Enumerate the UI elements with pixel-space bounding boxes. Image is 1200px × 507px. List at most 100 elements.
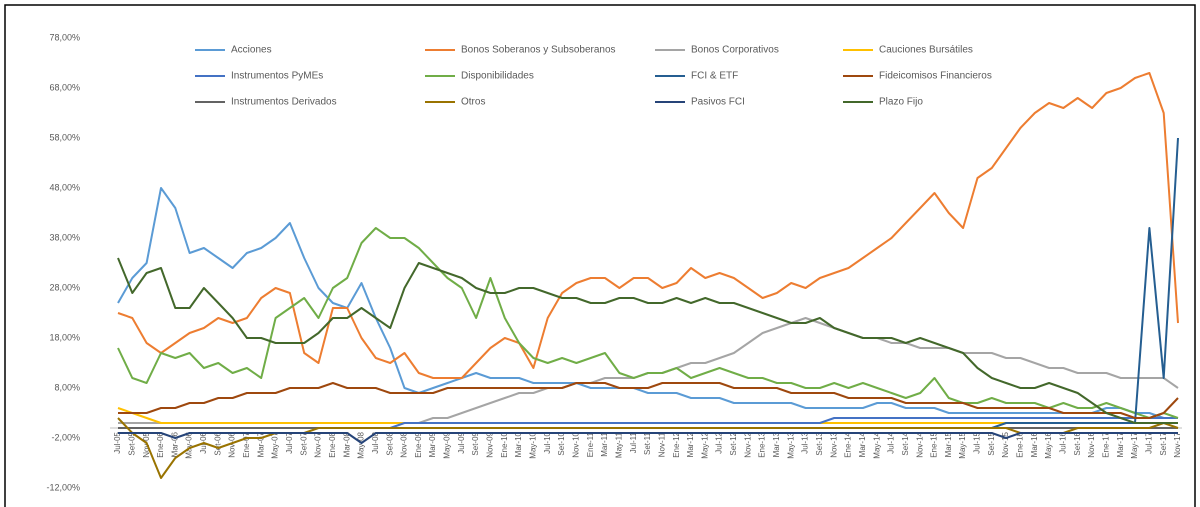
- x-tick-label: Set-05: [127, 431, 136, 455]
- series-line: [117, 72, 1179, 379]
- y-tick-label: -2,00%: [51, 432, 80, 442]
- legend-label: Plazo Fijo: [879, 97, 923, 108]
- legend-label: Bonos Soberanos y Subsoberanos: [461, 45, 616, 56]
- x-tick-label: Mar-09: [428, 431, 437, 457]
- x-tick-label: Jul-17: [1144, 431, 1153, 453]
- legend-label: FCI & ETF: [691, 71, 738, 82]
- legend-label: Acciones: [231, 45, 272, 56]
- x-tick-label: Ene-17: [1101, 431, 1110, 457]
- x-tick-label: Ene-06: [156, 431, 165, 457]
- x-tick-label: Mar-14: [858, 431, 867, 457]
- x-tick-label: Nov-14: [915, 431, 924, 457]
- x-tick-label: May-14: [872, 431, 881, 458]
- series-line: [118, 382, 1179, 419]
- x-tick-label: Mar-12: [686, 431, 695, 457]
- legend-label: Pasivos FCI: [691, 97, 745, 108]
- x-tick-label: May-08: [357, 431, 366, 458]
- x-tick-label: May-17: [1130, 431, 1139, 458]
- x-tick-label: Set-10: [557, 431, 566, 455]
- x-tick-label: May-09: [443, 431, 452, 458]
- y-tick-label: 58,00%: [49, 132, 80, 142]
- x-tick-label: Set-08: [385, 431, 394, 455]
- x-tick-label: Set-14: [901, 431, 910, 455]
- y-tick-label: 28,00%: [49, 282, 80, 292]
- x-tick-label: Nov-16: [1087, 431, 1096, 457]
- x-tick-label: Nov-13: [829, 431, 838, 457]
- x-tick-label: Jul-08: [371, 431, 380, 453]
- x-tick-label: Jul-16: [1059, 431, 1068, 453]
- x-tick-label: May-10: [529, 431, 538, 458]
- x-tick-label: Nov-10: [571, 431, 580, 457]
- x-tick-label: Nov-06: [228, 431, 237, 457]
- x-tick-label: Nov-09: [486, 431, 495, 457]
- x-tick-label: Set-12: [729, 431, 738, 455]
- x-tick-label: Ene-09: [414, 431, 423, 457]
- x-tick-label: Jul-13: [801, 431, 810, 453]
- legend-label: Bonos Corporativos: [691, 45, 779, 56]
- x-tick-label: Ene-07: [242, 431, 251, 457]
- series-line: [117, 187, 1178, 419]
- x-tick-label: Jul-15: [973, 431, 982, 453]
- x-tick-label: Nov-07: [314, 431, 323, 457]
- x-tick-label: Mar-07: [256, 431, 265, 457]
- x-tick-label: Set-15: [987, 431, 996, 455]
- x-tick-label: Set-17: [1159, 431, 1168, 455]
- x-tick-label: Ene-15: [930, 431, 939, 457]
- x-tick-label: Mar-16: [1030, 431, 1039, 457]
- x-tick-label: Mar-10: [514, 431, 523, 457]
- x-tick-label: Set-13: [815, 431, 824, 455]
- legend-label: Fideicomisos Financieros: [879, 71, 992, 82]
- series-line: [117, 407, 1178, 424]
- y-tick-label: 48,00%: [49, 182, 80, 192]
- x-tick-label: Mar-06: [170, 431, 179, 457]
- x-tick-label: Ene-14: [844, 431, 853, 457]
- x-tick-label: Set-09: [471, 431, 480, 455]
- x-tick-label: May-06: [185, 431, 194, 458]
- legend-label: Otros: [461, 97, 485, 108]
- x-tick-label: Nov-15: [1001, 431, 1010, 457]
- x-tick-label: Mar-17: [1116, 431, 1125, 457]
- x-tick-label: Jul-10: [543, 431, 552, 453]
- y-tick-label: 18,00%: [49, 332, 80, 342]
- x-tick-label: Ene-12: [672, 431, 681, 457]
- x-tick-label: May-13: [786, 431, 795, 458]
- x-tick-label: Mar-08: [342, 431, 351, 457]
- y-tick-label: 8,00%: [54, 382, 80, 392]
- frame: [4, 4, 1196, 507]
- x-tick-label: Set-11: [643, 431, 652, 455]
- series-line: [117, 257, 1178, 424]
- x-tick-label: Nov-08: [400, 431, 409, 457]
- x-tick-label: Jul-11: [629, 431, 638, 453]
- x-tick-label: Nov-17: [1173, 431, 1182, 457]
- x-tick-label: May-15: [958, 431, 967, 458]
- x-tick-label: Set-06: [213, 431, 222, 455]
- x-tick-label: Mar-11: [600, 431, 609, 456]
- x-tick-label: Nov-11: [657, 431, 666, 457]
- x-tick-label: Ene-10: [500, 431, 509, 457]
- y-tick-label: 78,00%: [49, 32, 80, 42]
- series-line: [118, 137, 1179, 429]
- x-tick-label: Mar-15: [944, 431, 953, 457]
- series-line: [117, 227, 1179, 419]
- legend-label: Instrumentos Derivados: [231, 97, 337, 108]
- x-tick-label: Ene-16: [1016, 431, 1025, 457]
- x-tick-label: May-07: [271, 431, 280, 458]
- x-tick-label: Jul-12: [715, 431, 724, 453]
- x-tick-label: May-12: [700, 431, 709, 458]
- y-tick-label: -12,00%: [46, 482, 80, 492]
- x-tick-label: Set-16: [1073, 431, 1082, 455]
- x-tick-label: Jul-14: [887, 431, 896, 453]
- legend-label: Instrumentos PyMEs: [231, 71, 323, 82]
- x-tick-label: Set-07: [299, 431, 308, 455]
- legend-label: Disponibilidades: [461, 71, 534, 82]
- x-tick-label: Ene-13: [758, 431, 767, 457]
- x-tick-label: Jul-05: [113, 431, 122, 453]
- x-tick-label: Nov-12: [743, 431, 752, 457]
- x-tick-label: Ene-08: [328, 431, 337, 457]
- x-tick-label: Jul-09: [457, 431, 466, 453]
- y-tick-label: 68,00%: [49, 82, 80, 92]
- x-tick-label: Ene-11: [586, 431, 595, 457]
- y-tick-label: 38,00%: [49, 232, 80, 242]
- x-tick-label: May-16: [1044, 431, 1053, 458]
